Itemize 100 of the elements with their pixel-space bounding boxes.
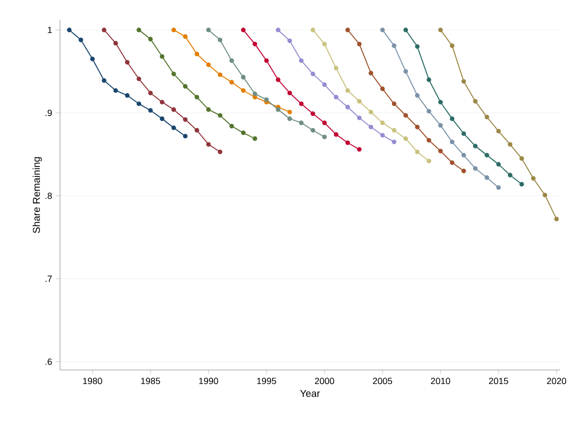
point: [438, 100, 443, 104]
point: [392, 101, 396, 106]
point: [148, 90, 153, 96]
point: [461, 168, 466, 174]
point: [276, 107, 280, 112]
point: [194, 52, 200, 56]
point: [218, 113, 222, 118]
point: [287, 110, 292, 114]
point: [473, 166, 478, 171]
point: [496, 185, 501, 190]
point: [299, 120, 304, 126]
point: [426, 77, 432, 82]
point: [102, 28, 106, 32]
point: [299, 101, 304, 106]
point: [136, 76, 142, 82]
point: [554, 216, 559, 222]
point: [450, 140, 454, 144]
point: [345, 88, 350, 93]
point: [124, 93, 130, 98]
point: [136, 28, 142, 32]
y-tick-label: .8: [46, 192, 52, 200]
point: [508, 142, 512, 147]
point: [438, 148, 443, 154]
point: [322, 82, 327, 87]
point: [310, 128, 316, 133]
point: [160, 54, 164, 59]
x-tick-label: 1995: [257, 378, 276, 384]
point: [229, 80, 234, 84]
point: [218, 38, 222, 42]
point: [310, 28, 316, 32]
point: [183, 117, 188, 122]
x-axis-title: Year: [300, 390, 320, 397]
point: [206, 142, 211, 147]
x-tick-label: 2005: [372, 378, 392, 384]
point: [334, 66, 338, 70]
point: [264, 58, 269, 63]
point: [160, 100, 164, 104]
point: [531, 176, 536, 181]
point: [206, 62, 211, 68]
point: [171, 126, 176, 130]
point: [403, 69, 408, 74]
point: [415, 44, 420, 49]
point: [276, 28, 280, 32]
point: [322, 134, 327, 140]
point: [90, 56, 95, 62]
point: [357, 147, 362, 152]
point: [287, 90, 292, 96]
point: [508, 172, 512, 178]
point: [392, 43, 396, 48]
point: [368, 110, 374, 114]
x-tick-label: 2020: [547, 378, 566, 384]
x-tick-label: 1985: [141, 378, 160, 384]
point: [160, 116, 164, 121]
point: [496, 128, 501, 134]
point: [102, 78, 106, 83]
point: [287, 38, 292, 44]
point: [519, 182, 524, 187]
point: [415, 124, 420, 130]
point: [473, 144, 478, 148]
point: [461, 152, 466, 158]
point: [380, 28, 385, 32]
x-tick-label: 1980: [83, 378, 102, 384]
point: [252, 136, 258, 141]
point: [450, 160, 454, 165]
point: [264, 97, 269, 102]
y-axis-title: Share Remaining: [32, 157, 42, 234]
point: [450, 116, 454, 121]
point: [484, 152, 490, 158]
point: [276, 77, 280, 82]
point: [148, 108, 153, 113]
x-tick-label: 2000: [314, 378, 334, 384]
point: [415, 93, 420, 98]
y-tick-label: .9: [46, 110, 52, 116]
point: [345, 104, 350, 110]
point: [322, 42, 327, 46]
point: [484, 175, 490, 180]
point: [194, 94, 200, 100]
point: [380, 120, 385, 126]
point: [171, 72, 176, 76]
point: [66, 28, 72, 32]
point: [241, 74, 246, 80]
point: [252, 42, 258, 46]
point: [183, 134, 188, 138]
point: [183, 84, 188, 89]
point: [113, 88, 118, 93]
point: [218, 72, 222, 78]
x-tick-label: 1990: [199, 378, 218, 384]
point: [183, 34, 188, 39]
point: [403, 136, 408, 141]
point: [426, 108, 432, 114]
point: [241, 28, 246, 32]
point: [392, 140, 396, 144]
point: [519, 156, 524, 161]
point: [229, 124, 234, 128]
point: [415, 150, 420, 154]
point: [473, 98, 478, 104]
point: [461, 79, 466, 84]
x-tick-label: 2015: [489, 378, 508, 384]
point: [345, 140, 350, 146]
point: [357, 98, 362, 104]
